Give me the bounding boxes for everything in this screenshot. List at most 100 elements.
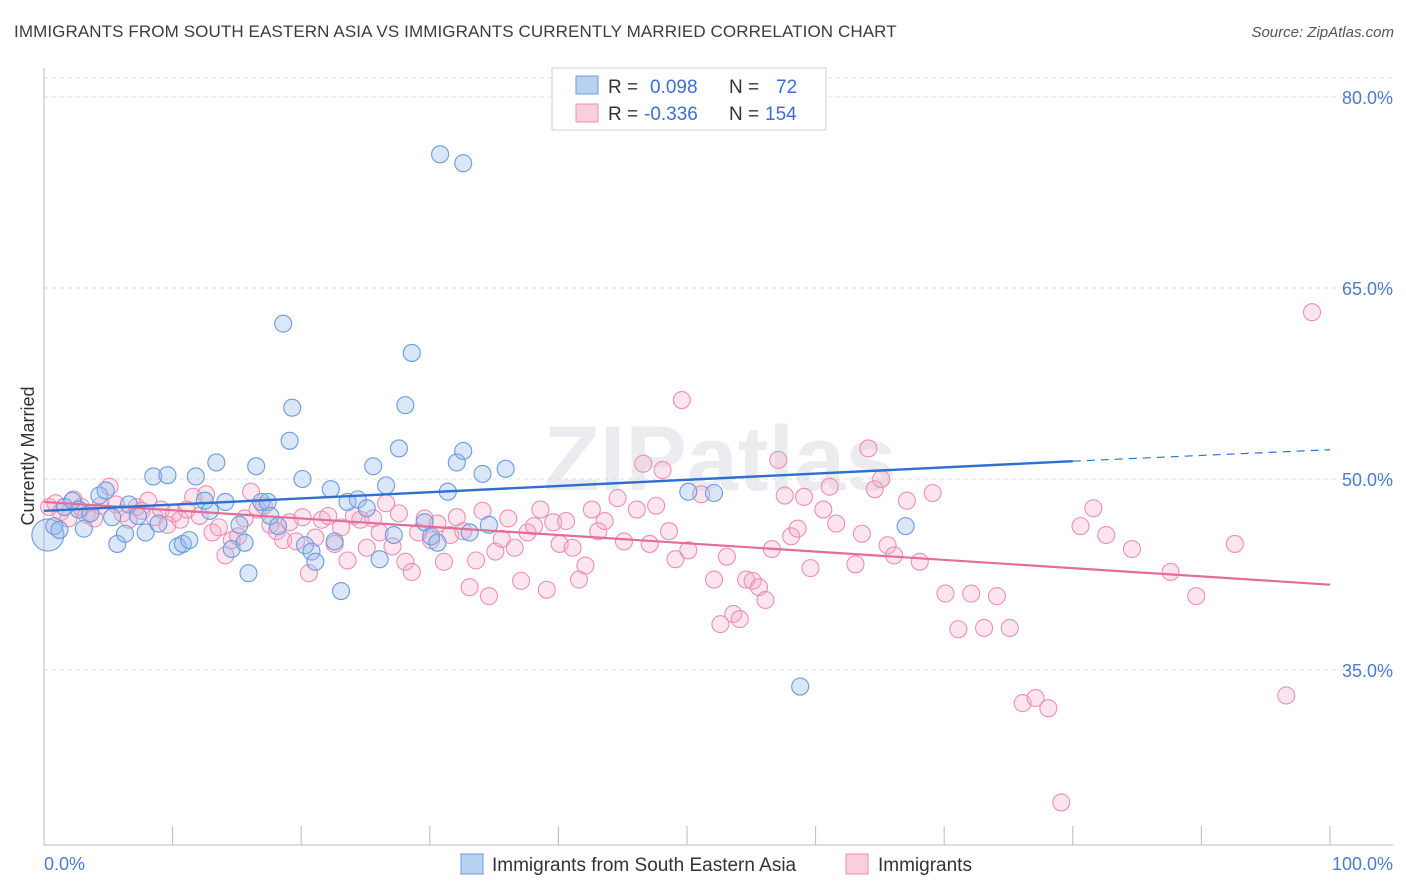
- blue-point: [473, 464, 492, 483]
- pink-point: [402, 562, 421, 582]
- series-blue-points: [31, 145, 915, 696]
- blue-point: [377, 476, 396, 495]
- blue-point: [74, 519, 93, 538]
- pink-point: [627, 500, 646, 519]
- blue-point: [454, 154, 473, 173]
- blue-point: [402, 343, 421, 362]
- pink-point: [827, 514, 846, 533]
- pink-point: [1097, 525, 1116, 545]
- pink-point: [467, 551, 486, 570]
- blue-point: [447, 453, 466, 472]
- bottom-legend-swatch-pink: [845, 853, 869, 875]
- blue-point: [431, 145, 450, 164]
- pink-point: [351, 510, 370, 529]
- pink-point: [1187, 587, 1206, 606]
- pink-point: [859, 439, 878, 458]
- pink-point: [846, 555, 865, 574]
- pink-point: [872, 469, 891, 489]
- pink-point: [820, 477, 839, 496]
- y-tick-label: 35.0%: [1342, 661, 1393, 681]
- pink-point: [576, 556, 595, 575]
- y-tick-label: 50.0%: [1342, 470, 1393, 490]
- pink-point: [396, 552, 415, 571]
- blue-point: [186, 467, 205, 486]
- blue-point: [321, 480, 340, 499]
- blue-point: [144, 467, 163, 486]
- pink-point: [479, 587, 499, 606]
- blue-point: [230, 515, 249, 534]
- pink-trend-line: [43, 500, 1331, 586]
- pink-point: [975, 618, 994, 638]
- legend-n-label-pink: N =: [729, 104, 759, 125]
- y-tick-label: 65.0%: [1342, 279, 1393, 299]
- pink-point: [756, 590, 775, 610]
- pink-point: [788, 519, 807, 538]
- pink-point: [614, 532, 634, 551]
- pink-point: [544, 513, 563, 532]
- pink-point: [1161, 562, 1180, 582]
- pink-point: [878, 536, 897, 555]
- blue-point: [149, 514, 168, 533]
- blue-point: [896, 517, 915, 536]
- pink-point: [666, 550, 685, 569]
- blue-point: [428, 533, 447, 552]
- blue-point: [128, 506, 147, 525]
- blue-point: [108, 534, 127, 553]
- pink-point: [557, 511, 576, 531]
- legend-swatch-blue: [575, 75, 599, 95]
- pink-point: [582, 500, 601, 519]
- pink-point: [454, 522, 473, 541]
- pink-point: [434, 552, 453, 571]
- pink-point: [962, 584, 981, 603]
- pink-point: [595, 511, 614, 531]
- pink-point: [531, 500, 550, 519]
- blue-point: [207, 453, 226, 472]
- pink-point: [1277, 686, 1296, 705]
- blue-point: [180, 531, 199, 550]
- blue-point: [103, 508, 122, 527]
- blue-point: [258, 492, 277, 511]
- legend-r-label-pink: R =: [608, 104, 638, 125]
- blue-point: [679, 482, 698, 501]
- chart-source: Source: ZipAtlas.com: [1251, 24, 1394, 41]
- pink-point: [672, 391, 691, 410]
- blue-point: [96, 481, 115, 500]
- blue-point: [364, 457, 383, 476]
- pink-point: [209, 518, 228, 537]
- pink-point: [563, 538, 582, 557]
- blue-point: [306, 552, 325, 571]
- pink-point: [1302, 303, 1322, 322]
- pink-point: [383, 537, 402, 556]
- pink-point: [814, 500, 833, 519]
- blue-point: [460, 523, 479, 542]
- legend-r-value-pink: -0.336: [644, 104, 698, 125]
- pink-point: [936, 584, 955, 603]
- pink-point: [357, 538, 376, 557]
- blue-point: [168, 537, 187, 556]
- blue-point: [239, 564, 258, 583]
- y-tick-label: 80.0%: [1342, 88, 1393, 108]
- blue-point: [280, 431, 299, 450]
- blue-point: [389, 439, 408, 458]
- x-tick-label-max: 100.0%: [1332, 854, 1393, 874]
- pink-point: [306, 528, 325, 547]
- pink-point: [1052, 793, 1071, 812]
- pink-point: [1039, 699, 1058, 718]
- pink-point: [865, 480, 884, 499]
- legend-box: R = 0.098 N = 72 R = -0.336 N = 154: [551, 67, 827, 131]
- watermark: ZIPatlas: [544, 408, 897, 510]
- blue-point: [269, 517, 288, 536]
- blue-point: [357, 499, 376, 518]
- y-axis-tick-labels: 80.0% 65.0% 50.0% 35.0%: [1342, 88, 1393, 681]
- pink-point: [923, 483, 942, 503]
- blue-point: [274, 314, 293, 333]
- pink-point: [1000, 618, 1019, 638]
- blue-point: [332, 582, 351, 601]
- pink-point: [1084, 499, 1103, 518]
- pink-point: [608, 489, 627, 508]
- pink-point: [794, 487, 814, 506]
- pink-point: [512, 571, 531, 590]
- blue-point: [325, 532, 344, 551]
- pink-point: [711, 615, 730, 634]
- x-axis-ticks: [172, 826, 1331, 845]
